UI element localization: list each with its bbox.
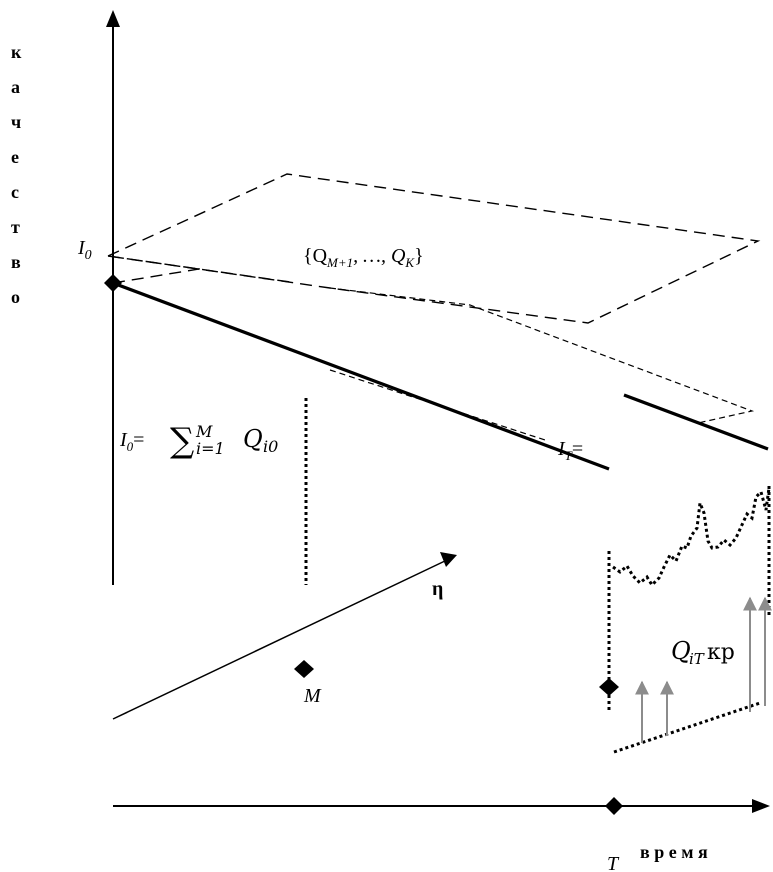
i0-diamond-marker (104, 274, 122, 292)
y-letter: в (11, 252, 21, 272)
t-axis-diamond-marker (605, 797, 623, 815)
formula-sum-upper: M (195, 422, 213, 441)
y-letter: ч (11, 112, 21, 132)
y-letter: е (11, 147, 19, 167)
formula-sum-lower: i=1 (196, 439, 225, 458)
lower-dotted-line (613, 701, 761, 754)
y-axis-label: к а ч е с т в о (11, 42, 22, 307)
set-mid: , …, Q (353, 245, 406, 267)
m-label: M (303, 685, 322, 707)
upper-dashed-plane (105, 173, 761, 324)
qit-sub: iT (689, 650, 705, 668)
formula-lhs: I0= (119, 429, 144, 454)
lower-dashed-plane (329, 287, 755, 424)
set-open: {Q (303, 245, 328, 267)
formula-sum-sign: ∑ (170, 421, 194, 461)
i0-sum-formula: I0= ∑ M i=1 Q i0 (119, 421, 278, 461)
formula-lhs-i: I (119, 429, 128, 451)
y-axis-arrowhead (106, 10, 120, 27)
m-diamond-marker (294, 660, 314, 678)
t-diamond-marker (599, 678, 619, 696)
eta-axis (112, 559, 448, 720)
formula-lhs-sub: 0 (127, 439, 134, 454)
formula-term: Q (243, 425, 263, 453)
it-label-main: I (557, 438, 566, 460)
y-letter: с (11, 182, 19, 202)
y-letter: а (11, 77, 20, 97)
y-letter: к (11, 42, 22, 62)
eta-label: η (432, 578, 443, 600)
it-label-eq: = (572, 438, 583, 460)
noisy-dotted-curve (612, 487, 771, 588)
y-letter: о (11, 287, 20, 307)
eta-axis-arrowhead (440, 552, 457, 567)
set-sub2: K (404, 255, 415, 270)
quality-line-right (623, 393, 769, 451)
set-sub1: M+1 (326, 255, 353, 270)
formula-term-sub: i0 (263, 437, 278, 456)
qit-suffix: кр (707, 640, 735, 665)
set-close: } (414, 245, 424, 267)
x-axis-arrowhead (752, 799, 770, 813)
dashed-link-2 (112, 267, 206, 284)
i0-label: I0 (77, 237, 92, 263)
dashed-link (107, 255, 291, 283)
y-letter: т (11, 217, 20, 237)
t-label: T (607, 853, 620, 872)
formula-lhs-eq: = (133, 429, 144, 451)
qit-kr-label: Q iT кр (671, 637, 735, 668)
qit-q: Q (671, 637, 691, 665)
set-label: {QM+1, …, QK} (303, 245, 424, 270)
it-label: IT= (557, 438, 583, 463)
x-axis-label: в р е м я (640, 842, 708, 862)
it-label-sub: T (565, 448, 573, 463)
quality-decline-line (112, 281, 610, 471)
i0-label-sub: 0 (85, 248, 92, 263)
i0-label-main: I (77, 237, 86, 259)
